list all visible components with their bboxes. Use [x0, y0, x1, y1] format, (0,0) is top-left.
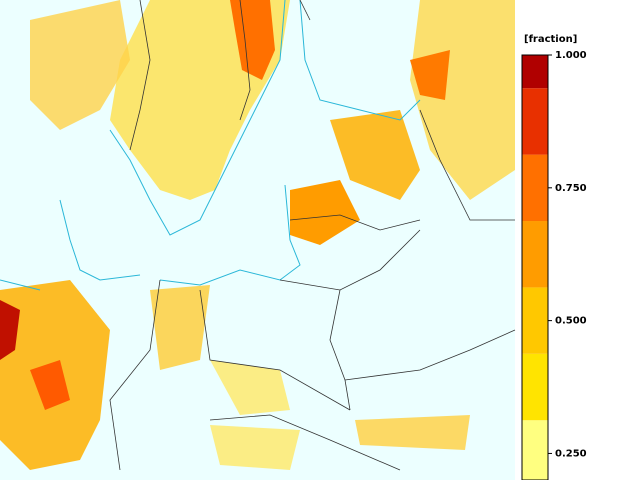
- map-field: [0, 0, 515, 470]
- colorbar-band: [522, 353, 548, 421]
- colorbar-band: [522, 88, 548, 155]
- colorbar-band: [522, 287, 548, 354]
- colorbar-band: [522, 221, 548, 288]
- colorbar-tick-label: 0.750: [555, 183, 587, 194]
- colorbar-band: [522, 420, 548, 480]
- colorbar-frame: [521, 54, 549, 480]
- borders: [109, 0, 516, 471]
- colorbar-tick-label: 1.000: [555, 50, 587, 61]
- coastlines: [0, 0, 421, 291]
- colorbar: [fraction]: [524, 34, 577, 45]
- colorbar-band: [522, 55, 548, 89]
- colorbar-tick-label: 0.250: [555, 448, 587, 459]
- colorbar-tick-label: 0.500: [555, 316, 587, 327]
- legend-title: [fraction]: [524, 34, 577, 45]
- colorbar-band: [522, 154, 548, 222]
